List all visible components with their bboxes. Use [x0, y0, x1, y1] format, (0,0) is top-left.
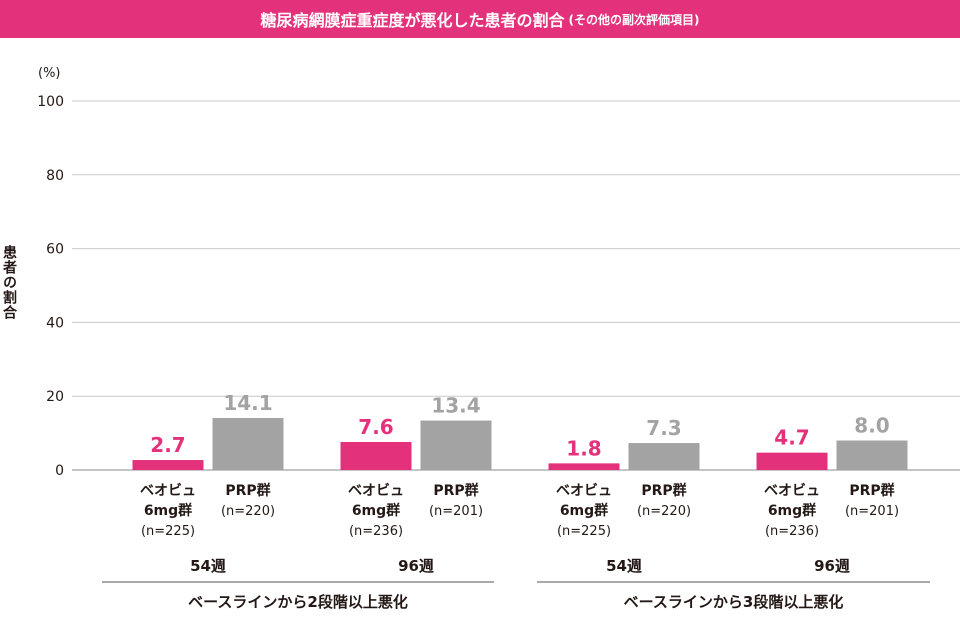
condition-label: ベースラインから3段階以上悪化	[624, 593, 844, 611]
sample-size-label: (n=201)	[429, 504, 483, 519]
data-label: 8.0	[854, 413, 889, 437]
week-label: 54週	[190, 557, 226, 575]
data-label: 14.1	[223, 391, 272, 415]
sample-size-label: (n=225)	[557, 524, 611, 539]
arm-label: 6mg群	[560, 502, 608, 519]
data-label: 13.4	[431, 394, 480, 418]
arm-label: 6mg群	[352, 502, 400, 519]
y-tick-label: 80	[46, 168, 64, 184]
sample-size-label: (n=236)	[765, 524, 819, 539]
week-label: 54週	[606, 557, 642, 575]
week-label: 96週	[398, 557, 434, 575]
sample-size-label: (n=201)	[845, 504, 899, 519]
bar-beovu	[548, 463, 620, 470]
data-label: 7.3	[646, 416, 681, 440]
sample-size-label: (n=225)	[141, 524, 195, 539]
chart-subtitle: (その他の副次評価項目)	[568, 12, 700, 27]
bar-prp	[420, 420, 492, 470]
bar-prp	[836, 440, 908, 470]
bar-beovu	[340, 441, 412, 470]
y-tick-label: 40	[46, 315, 64, 331]
chart-title: 糖尿病網膜症重症度が悪化した患者の割合	[260, 11, 565, 30]
arm-label: ベオビュ	[140, 483, 196, 499]
bar-prp	[212, 417, 284, 470]
arm-label: PRP群	[225, 482, 270, 499]
y-tick-label: 20	[46, 389, 64, 405]
sample-size-label: (n=220)	[637, 504, 691, 519]
week-label: 96週	[814, 557, 850, 575]
arm-label: ベオビュ	[348, 483, 404, 499]
data-label: 7.6	[358, 415, 393, 439]
bar-prp	[628, 443, 700, 470]
arm-label: PRP群	[641, 482, 686, 499]
arm-label: PRP群	[849, 482, 894, 499]
data-label: 2.7	[150, 433, 185, 457]
y-tick-label: 60	[46, 242, 64, 258]
bar-beovu	[756, 452, 828, 470]
arm-label: ベオビュ	[556, 483, 612, 499]
bar-beovu	[132, 460, 204, 470]
sample-size-label: (n=236)	[349, 524, 403, 539]
arm-label: PRP群	[433, 482, 478, 499]
y-axis-title: 患者の割合	[1, 245, 17, 320]
arm-label: ベオビュ	[764, 483, 820, 499]
y-tick-label: 100	[37, 94, 64, 110]
condition-label: ベースラインから2段階以上悪化	[188, 593, 408, 611]
arm-label: 6mg群	[768, 502, 816, 519]
y-axis-unit: (%)	[38, 66, 61, 81]
sample-size-label: (n=220)	[221, 504, 275, 519]
y-tick-label: 0	[55, 463, 64, 479]
data-label: 4.7	[774, 426, 809, 450]
chart-title-banner: 糖尿病網膜症重症度が悪化した患者の割合 (その他の副次評価項目)	[0, 0, 960, 38]
arm-label: 6mg群	[144, 502, 192, 519]
data-label: 1.8	[566, 436, 601, 460]
